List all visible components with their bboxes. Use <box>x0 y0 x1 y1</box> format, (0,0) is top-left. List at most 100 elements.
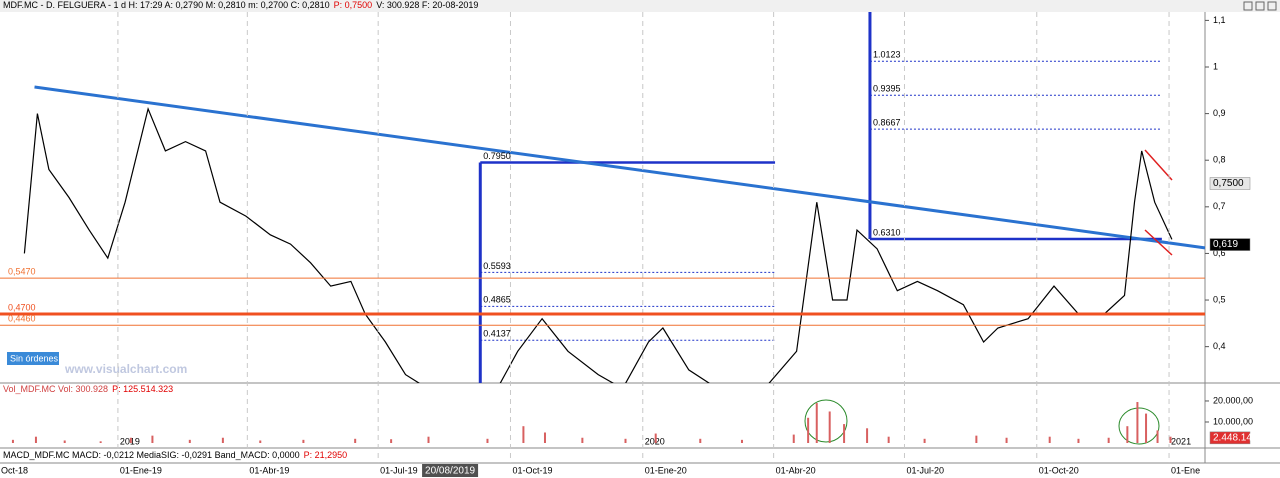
order-button-label: Sin órdenes <box>10 353 59 363</box>
price-tag <box>1209 431 1251 445</box>
volume-bar <box>1077 438 1080 443</box>
y-tick-label: 0,6 <box>1213 248 1226 258</box>
price-tag-label: 0,619 <box>1213 239 1238 250</box>
volume-bar <box>354 438 357 443</box>
volume-bar <box>1048 436 1051 443</box>
volume-bar <box>11 439 14 443</box>
volume-bar <box>624 438 627 443</box>
cursor-label-bg <box>422 464 479 477</box>
fib-label: 0.5593 <box>483 261 511 271</box>
y-tick-label: 0,7 <box>1213 201 1226 211</box>
macd-header: MACD_MDF.MC MACD: -0,0212 MediaSIG: -0,0… <box>3 450 347 460</box>
volume-bar <box>129 437 132 443</box>
volume-bar <box>188 439 191 443</box>
panel-title-info: Vol_MDF.MC Vol: 300.928 <box>3 384 108 394</box>
volume-bar <box>1169 436 1172 443</box>
y-tick-label: 1 <box>1213 61 1218 71</box>
volume-bar <box>99 441 102 443</box>
level-label: 0,5470 <box>8 267 36 277</box>
fib-label: 1.0123 <box>873 50 901 60</box>
volume-bar <box>522 426 525 443</box>
cursor-label: 20/08/2019 <box>425 466 475 477</box>
price-tag <box>1209 177 1251 190</box>
y-tick-label: 10.000,00 <box>1213 416 1253 426</box>
volume-bar <box>887 436 890 443</box>
volume-bar <box>390 439 393 443</box>
x-tick-label: 01-Ene-20 <box>645 465 687 475</box>
drawing-line <box>1144 229 1173 256</box>
volume-bar <box>63 440 66 443</box>
header: MDF.MC - D. FELGUERA - 1 d H: 17:29 A: 0… <box>3 0 478 10</box>
price-tag <box>1209 238 1251 251</box>
price-tag-label: 0,7500 <box>1213 178 1244 189</box>
x-tick-label: 01-Abr-20 <box>776 465 816 475</box>
fib-label: 0.7950 <box>483 151 511 161</box>
order-button[interactable] <box>7 352 59 365</box>
volume-bar <box>543 432 546 443</box>
drawing-line <box>1144 149 1173 181</box>
volume-bar <box>828 411 831 443</box>
volume-bar <box>807 417 810 443</box>
volume-bar <box>486 438 489 443</box>
annotation-circle <box>804 399 848 443</box>
volume-bar <box>975 435 978 443</box>
y-tick-label: 0,8 <box>1213 155 1226 165</box>
header-bar <box>0 0 1280 12</box>
volume-bar <box>740 439 743 443</box>
volume-bar <box>1145 413 1148 443</box>
macd-info: MACD_MDF.MC MACD: -0,0212 MediaSIG: -0,0… <box>3 450 300 460</box>
fib-label: 0.4137 <box>483 329 511 339</box>
volume-bar <box>34 436 37 443</box>
volume-bar <box>923 438 926 443</box>
x-tick-label: Oct-18 <box>1 465 28 475</box>
x-tick-label: 01-Jul-20 <box>906 465 944 475</box>
volume-bar <box>792 434 795 443</box>
y-tick-label: 0,9 <box>1213 108 1226 118</box>
annotation-circle <box>1118 407 1160 445</box>
price-line <box>23 106 1173 383</box>
header-info: MDF.MC - D. FELGUERA - 1 d H: 17:29 A: 0… <box>3 0 330 10</box>
volume-bar <box>581 437 584 443</box>
header-extra: V: 300.928 F: 20-08-2019 <box>376 0 478 10</box>
volume-bar <box>1005 437 1008 443</box>
x-tick-label: 01-Jul-19 <box>380 465 418 475</box>
fib-label: 0.6310 <box>873 227 901 237</box>
volume-bar <box>815 403 818 443</box>
trendline <box>34 85 1205 250</box>
panel-title: Vol_MDF.MC Vol: 300.928 P: 125.514.323 <box>3 384 173 394</box>
plot-area <box>23 12 1205 383</box>
volume-bar <box>427 436 430 443</box>
header-last: P: 0,7500 <box>334 0 373 10</box>
y-tick-label: 0,4 <box>1213 341 1226 351</box>
macd-last: P: 21,2950 <box>304 450 348 460</box>
volume-bar <box>1126 426 1129 443</box>
x-tick-label: 01-Ene <box>1171 465 1200 475</box>
volume-bar <box>1136 402 1139 443</box>
window-button[interactable] <box>1243 1 1253 11</box>
x-tick-label: 01-Oct-20 <box>1039 465 1079 475</box>
y-tick-label: 20.000,00 <box>1213 395 1253 405</box>
fib-label: 0.8667 <box>873 118 901 128</box>
x-tick-label: 01-Oct-19 <box>512 465 552 475</box>
window-button[interactable] <box>1255 1 1265 11</box>
volume-bar <box>1156 430 1159 443</box>
watermark: www.visualchart.com <box>64 362 187 376</box>
volume-bar <box>221 437 224 443</box>
year-label: 2021 <box>1171 436 1191 446</box>
price-tag-label: 2.448.147 <box>1213 432 1258 443</box>
level-label: 0,4700 <box>8 302 36 312</box>
volume-bar <box>302 439 305 443</box>
volume-bar <box>866 428 869 443</box>
x-tick-label: 01-Ene-19 <box>120 465 162 475</box>
y-tick-label: 0,5 <box>1213 294 1226 304</box>
volume-bar <box>151 435 154 443</box>
y-tick-label: 1,1 <box>1213 15 1226 25</box>
volume-bar <box>843 424 846 443</box>
volume-bar <box>1107 437 1110 443</box>
volume-bar <box>654 433 657 443</box>
level-label: 0,4460 <box>8 314 36 324</box>
fib-label: 0.9395 <box>873 84 901 94</box>
window-button[interactable] <box>1267 1 1277 11</box>
panel-title-last: P: 125.514.323 <box>112 384 173 394</box>
